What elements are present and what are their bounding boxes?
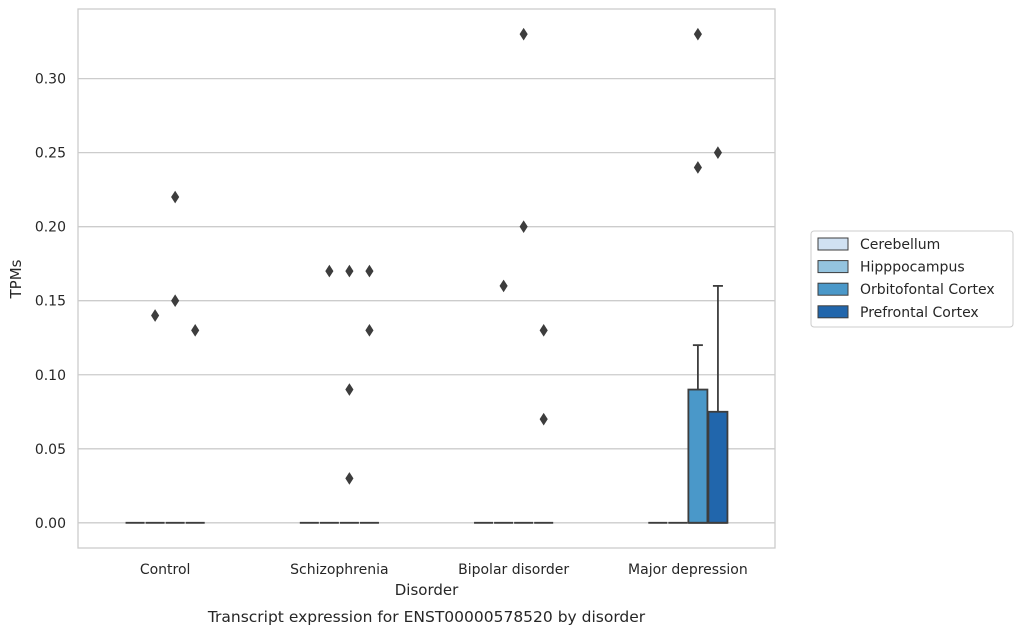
outlier-point [345, 472, 354, 485]
outlier-layer [151, 27, 723, 485]
legend-swatch [817, 305, 849, 319]
y-tick-label: 0.05 [35, 442, 66, 458]
x-tick-labels: Control Schizophrenia Bipolar disorder Majo… [140, 562, 748, 578]
legend-label: Orbitofontal Cortex [860, 282, 995, 298]
legend-label: Cerebellum [860, 237, 940, 253]
legend: Cerebellum Hipppocampus Orbitofontal Corte… [810, 230, 1014, 328]
x-axis-label: Disorder [395, 581, 459, 599]
outlier-point [519, 220, 528, 234]
outlier-point [519, 27, 528, 41]
outlier-point [539, 412, 548, 426]
y-gridlines [78, 77, 775, 524]
outlier-point [191, 323, 200, 337]
outlier-point [345, 383, 354, 396]
chart-caption: Transcript expression for ENST0000057852… [207, 608, 646, 626]
outlier-point [365, 323, 374, 337]
legend-swatch [817, 237, 849, 251]
x-tick-label: Major depression [628, 562, 748, 578]
y-tick-label: 0.30 [35, 72, 66, 88]
legend-swatch [817, 282, 849, 296]
x-tick-label: Schizophrenia [290, 562, 388, 578]
outlier-point [171, 190, 180, 204]
y-axis-label: TPMs [7, 259, 25, 299]
y-tick-label: 0.20 [35, 220, 66, 236]
outlier-point [171, 294, 180, 308]
plot-area-frame [77, 8, 776, 549]
outlier-point [539, 323, 548, 337]
y-tick-labels: 0.00 0.05 0.10 0.15 0.20 0.25 0.30 [35, 72, 66, 532]
outlier-point [693, 161, 702, 174]
outlier-point [345, 264, 354, 278]
y-tick-label: 0.10 [35, 368, 66, 384]
legend-swatch [817, 260, 849, 274]
y-tick-label: 0.00 [35, 516, 66, 532]
outlier-point [151, 309, 160, 322]
x-tick-label: Bipolar disorder [458, 562, 569, 578]
legend-frame [810, 230, 1014, 328]
outlier-point [713, 146, 723, 159]
y-tick-label: 0.15 [35, 294, 66, 310]
x-tick-label: Control [140, 562, 191, 578]
box [707, 410, 729, 524]
outlier-point [693, 27, 702, 41]
box [687, 388, 709, 524]
outlier-point [325, 264, 334, 278]
box-layer [125, 285, 729, 524]
y-tick-label: 0.25 [35, 146, 66, 162]
legend-label: Hipppocampus [860, 260, 965, 276]
outlier-point [365, 264, 374, 278]
legend-label: Prefrontal Cortex [860, 305, 979, 321]
outlier-point [499, 279, 508, 293]
